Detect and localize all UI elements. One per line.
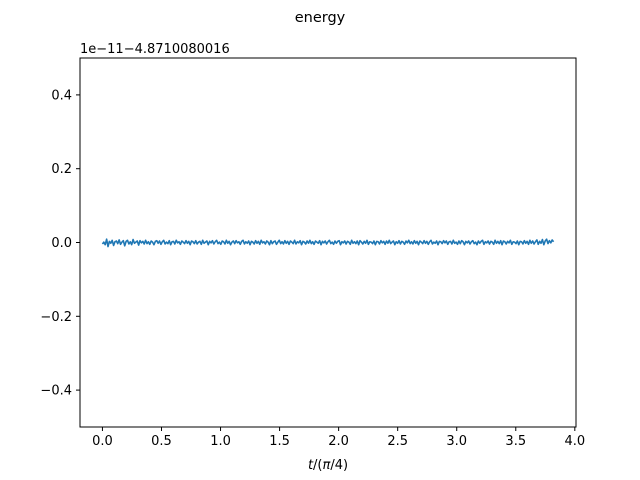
x-axis-label: t/(π/4) (308, 458, 348, 473)
x-axis-ticks: 0.0 0.5 1.0 1.5 2.0 2.5 3.0 3.5 4.0 (92, 427, 585, 449)
y-tick-label: 0.0 (51, 236, 72, 251)
plot-area-frame (79, 57, 577, 428)
x-tick-label: 0.0 (92, 434, 113, 449)
y-tick-label: 0.4 (51, 88, 72, 103)
y-tick-label: 0.2 (51, 162, 72, 177)
energy-series-line (101, 238, 555, 248)
y-tick-label: −0.2 (40, 310, 72, 325)
x-tick-label: 1.5 (269, 434, 290, 449)
y-axis-ticks: −0.4 −0.2 0.0 0.2 0.4 (40, 88, 80, 399)
x-tick-label: 4.0 (564, 434, 585, 449)
x-tick-label: 2.0 (328, 434, 349, 449)
chart-title: energy (295, 10, 346, 26)
y-tick-label: −0.4 (40, 384, 72, 399)
x-tick-label: 0.5 (151, 434, 172, 449)
y-offset-label: 1e−11−4.8710080016 (80, 42, 230, 57)
x-tick-label: 3.5 (505, 434, 526, 449)
x-tick-label: 1.0 (210, 434, 231, 449)
x-tick-label: 3.0 (446, 434, 467, 449)
x-tick-label: 2.5 (387, 434, 408, 449)
